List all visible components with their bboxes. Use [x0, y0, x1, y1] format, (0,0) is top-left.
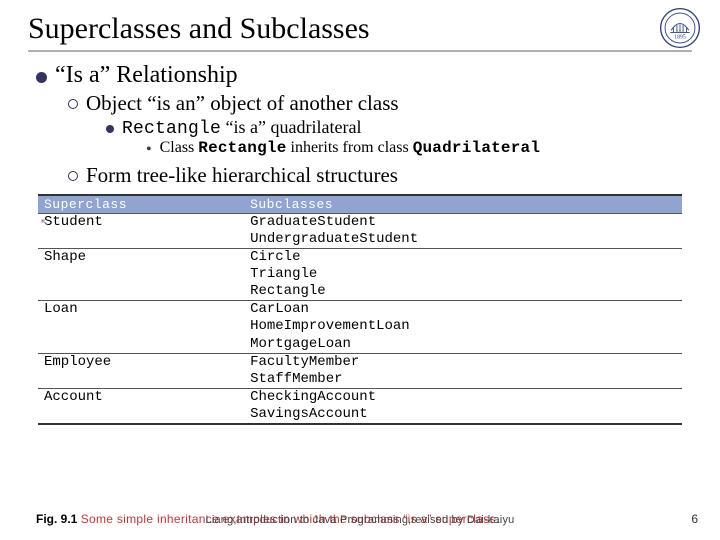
bullet-dot-small-icon — [106, 125, 114, 133]
bullet-l4-b1: Rectangle — [198, 139, 286, 157]
university-logo: 1895 — [658, 6, 702, 50]
bullet-l2b-text: Form tree-like hierarchical structures — [86, 163, 398, 188]
cell-superclass: Student — [38, 214, 244, 249]
bullet-level2-a: Object “is an” object of another class — [68, 91, 692, 116]
bullet-l1-text: “Is a” Relationship — [55, 62, 238, 89]
bullet-l2a-text: Object “is an” object of another class — [86, 91, 399, 116]
cell-superclass: Loan — [38, 301, 244, 353]
cell-superclass: Shape — [38, 249, 244, 301]
svg-text:1895: 1895 — [674, 35, 686, 41]
cell-subclasses: CarLoan HomeImprovementLoan MortgageLoan — [244, 301, 682, 353]
bullet-circle-icon — [68, 99, 78, 109]
inheritance-table: ↖ Superclass Subclasses StudentGraduateS… — [38, 194, 682, 425]
col-header-subclasses: Subclasses — [244, 196, 682, 214]
table-row: StudentGraduateStudent UndergraduateStud… — [38, 214, 682, 249]
slide-title: Superclasses and Subclasses — [28, 12, 692, 52]
table-row: LoanCarLoan HomeImprovementLoan Mortgage… — [38, 301, 682, 353]
table-row: ShapeCircle Triangle Rectangle — [38, 249, 682, 301]
bullet-l4-mid: inherits from class — [287, 139, 413, 156]
col-header-superclass: Superclass — [38, 196, 244, 214]
cell-subclasses: GraduateStudent UndergraduateStudent — [244, 214, 682, 249]
bullet-circle-icon — [68, 171, 78, 181]
bullet-l2a-rest: “is an” object of another class — [147, 91, 398, 115]
cursor-icon: ↖ — [40, 216, 50, 229]
bullet-level4: • Class Rectangle inherits from class Qu… — [146, 139, 692, 161]
bullet-l3-prefix: Rectangle — [122, 119, 221, 139]
bullet-l4-pre: Class — [160, 139, 199, 156]
table-row: EmployeeFacultyMember StaffMember — [38, 353, 682, 388]
bullet-level1: “Is a” Relationship — [36, 62, 692, 89]
bullet-l3-text: Rectangle “is a” quadrilateral — [122, 117, 361, 139]
bullet-level2-b: Form tree-like hierarchical structures — [68, 163, 692, 188]
footer-citation: Liang,Introduction to Java Programming,r… — [0, 514, 720, 526]
bullet-l3-rest: “is a” quadrilateral — [221, 117, 361, 137]
cell-superclass: Employee — [38, 353, 244, 388]
bullet-bullet-icon: • — [146, 139, 152, 161]
page-number: 6 — [691, 512, 698, 526]
bullet-l2a-prefix: Object — [86, 91, 147, 115]
bullet-level3: Rectangle “is a” quadrilateral — [106, 117, 692, 139]
table-row: AccountCheckingAccount SavingsAccount — [38, 388, 682, 423]
bullet-l4-text: Class Rectangle inherits from class Quad… — [160, 139, 541, 157]
cell-subclasses: Circle Triangle Rectangle — [244, 249, 682, 301]
table-header-row: Superclass Subclasses — [38, 196, 682, 214]
bullet-dot-icon — [36, 72, 47, 83]
cell-subclasses: FacultyMember StaffMember — [244, 353, 682, 388]
cell-subclasses: CheckingAccount SavingsAccount — [244, 388, 682, 423]
cell-superclass: Account — [38, 388, 244, 423]
bullet-l4-b2: Quadrilateral — [413, 139, 540, 157]
